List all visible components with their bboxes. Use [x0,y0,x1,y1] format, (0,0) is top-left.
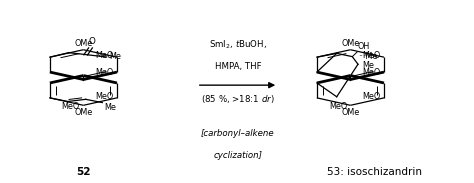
Text: MeO: MeO [362,92,380,101]
Text: MeO: MeO [95,68,113,76]
Text: (85 %, >18:1 $dr$): (85 %, >18:1 $dr$) [201,93,275,105]
Text: OH: OH [357,42,369,51]
Text: OMe: OMe [74,39,92,48]
Text: OMe: OMe [341,108,360,117]
Text: ···Me: ···Me [358,52,377,61]
Text: SmI$_2$, $t$BuOH,: SmI$_2$, $t$BuOH, [209,38,267,51]
Text: HMPA, THF: HMPA, THF [215,61,261,71]
Text: cyclization]: cyclization] [213,151,263,160]
Text: OMe: OMe [74,108,92,117]
Text: MeO: MeO [61,102,80,111]
Text: MeO: MeO [329,102,347,111]
Text: [carbonyl–alkene: [carbonyl–alkene [201,129,275,138]
Text: 53: isoschizandrin: 53: isoschizandrin [327,167,421,177]
Text: MeO: MeO [362,51,380,60]
Text: Me: Me [105,103,117,112]
Text: MeO: MeO [95,51,113,60]
Text: Me: Me [109,53,121,61]
Text: MeO: MeO [95,92,113,101]
Text: O: O [89,37,96,46]
Text: OMe: OMe [341,39,360,48]
Text: MeO: MeO [362,68,380,76]
Text: Me: Me [363,61,374,70]
Text: 52: 52 [76,167,91,177]
